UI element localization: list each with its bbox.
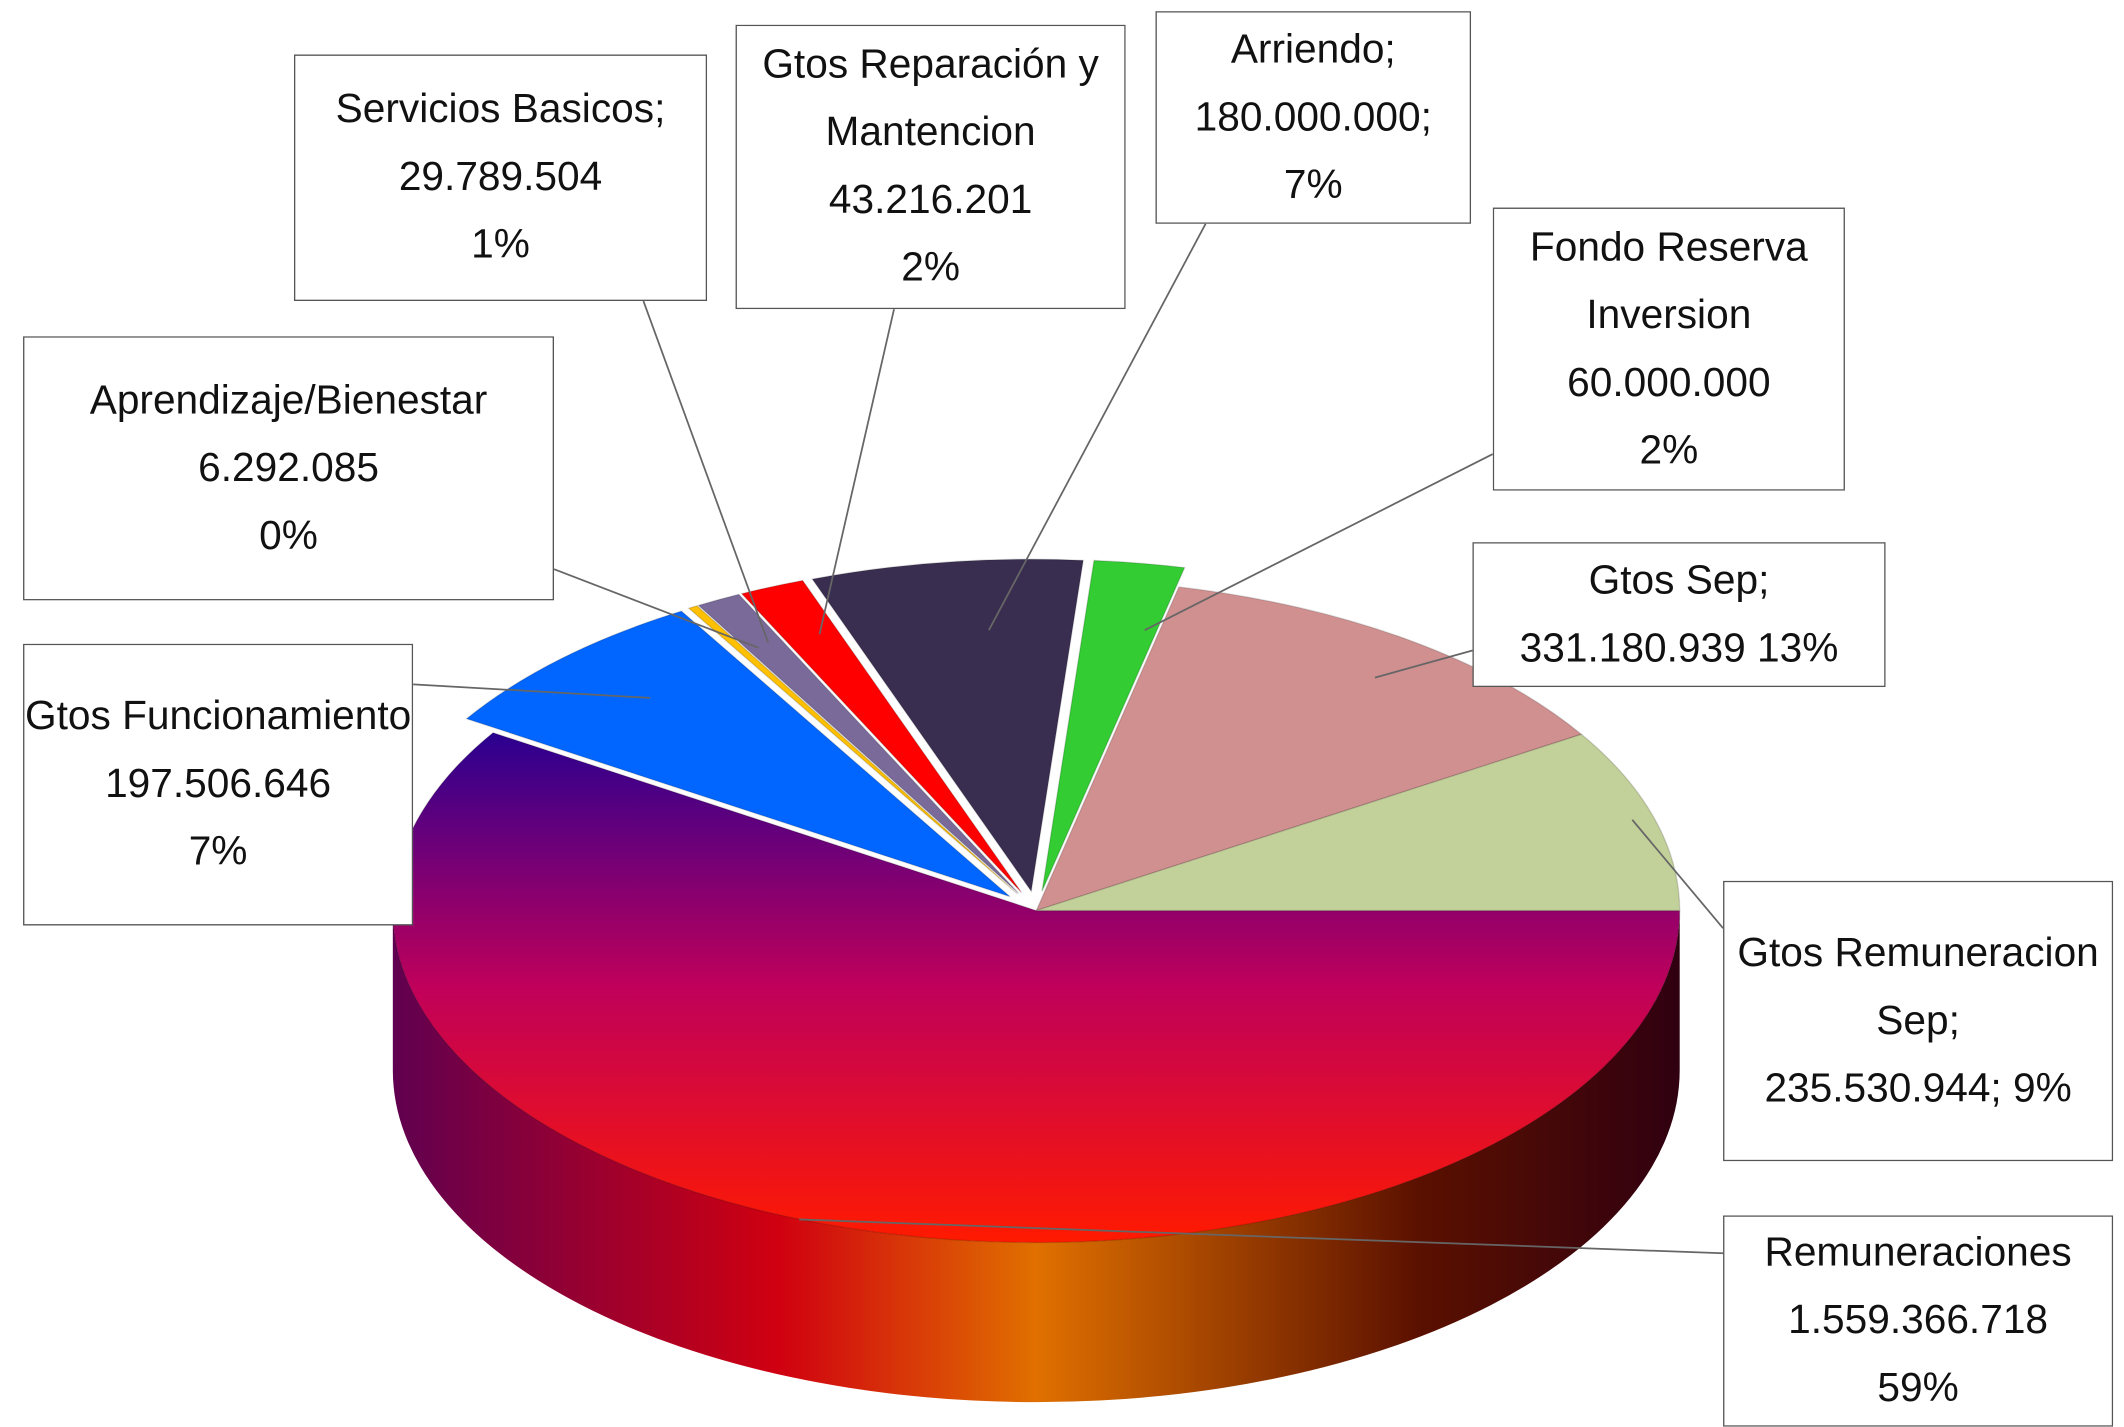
- leader-line: [799, 1218, 1724, 1255]
- category-label: Gtos Funcionamiento: [24, 693, 412, 739]
- leader-line: [1144, 453, 1494, 631]
- leader-line: [1631, 819, 1724, 929]
- value-label: 29.789.504: [398, 154, 603, 200]
- category-label: Gtos Remuneracion Sep;: [1737, 930, 2099, 1043]
- data-label: Servicios Basicos; 29.789.504 1%: [293, 54, 708, 302]
- value-label: 6.292.085: [198, 445, 379, 490]
- category-label: Aprendizaje/Bienestar: [89, 377, 488, 423]
- leader-line: [642, 300, 769, 643]
- slice: [697, 593, 1020, 894]
- leader-line: [988, 223, 1207, 631]
- category-label: Servicios Basicos;: [335, 87, 666, 132]
- percent-label: 9%: [2013, 1065, 2072, 1111]
- slice-tops: [392, 558, 1681, 1244]
- value-label: 43.216.201: [828, 177, 1033, 223]
- label-box: Gtos Sep; 331.180.939 13%: [1472, 542, 1886, 688]
- slice: [740, 579, 1023, 894]
- data-label: Gtos Funcionamiento 197.506.646 7%: [23, 643, 414, 926]
- slice: [1041, 559, 1186, 892]
- label-box: Servicios Basicos; 29.789.504 1%: [293, 54, 708, 302]
- percent-label: 7%: [1283, 162, 1343, 207]
- slice-side: [392, 910, 1680, 1403]
- slice-walls: [392, 910, 1680, 1403]
- percent-label: 13%: [1756, 625, 1839, 671]
- label-box: Gtos Funcionamiento 197.506.646 7%: [23, 643, 414, 926]
- percent-label: 2%: [901, 245, 960, 291]
- value-row: 235.530.944; 9%: [1724, 1055, 2111, 1123]
- label-box: Gtos Remuneracion Sep; 235.530.944; 9%: [1723, 880, 2114, 1162]
- category-label: Gtos Reparación y Mantencion: [762, 42, 1099, 155]
- category-label: Arriendo;: [1230, 26, 1396, 72]
- percent-label: 1%: [471, 222, 530, 268]
- value-label: 197.506.646: [105, 761, 332, 807]
- leader-line: [818, 308, 895, 635]
- data-label: Gtos Sep; 331.180.939 13%: [1472, 542, 1886, 688]
- label-box: Aprendizaje/Bienestar 6.292.085 0%: [23, 336, 555, 601]
- data-label: Arriendo; 180.000.000; 7%: [1155, 11, 1472, 224]
- label-box: Remuneraciones 1.559.366.718 59%: [1723, 1215, 2114, 1427]
- category-label: Gtos Sep;: [1588, 557, 1770, 603]
- leader-lines: [413, 223, 1724, 1255]
- labels: Remuneraciones 1.559.366.718 59% Gtos Funci…: [23, 11, 2114, 1427]
- label-box: Arriendo; 180.000.000; 7%: [1155, 11, 1472, 224]
- label-box: Fondo Reserva Inversion 60.000.000 2%: [1492, 207, 1845, 491]
- value-label: 235.530.944;: [1764, 1065, 2002, 1111]
- slice: [1036, 733, 1681, 912]
- percent-label: 2%: [1639, 427, 1699, 473]
- category-label: Fondo Reserva Inversion: [1529, 224, 1808, 337]
- label-box: Gtos Reparación y Mantencion 43.216.201 2%: [735, 24, 1126, 310]
- data-label: Aprendizaje/Bienestar 6.292.085 0%: [23, 336, 555, 601]
- data-label: Remuneraciones 1.559.366.718 59%: [1723, 1215, 2114, 1427]
- percent-label: 0%: [259, 513, 318, 558]
- value-label: 180.000.000;: [1194, 94, 1432, 140]
- category-label: Remuneraciones: [1764, 1230, 2072, 1275]
- leader-line: [553, 568, 759, 649]
- slice: [465, 610, 1011, 898]
- value-label: 1.559.366.718: [1788, 1298, 2049, 1343]
- data-label: Gtos Remuneracion Sep; 235.530.944; 9%: [1723, 880, 2114, 1162]
- percent-label: 7%: [188, 829, 248, 875]
- value-label: 331.180.939: [1519, 625, 1746, 671]
- slice: [687, 605, 1018, 895]
- percent-label: 59%: [1877, 1365, 1959, 1411]
- slice: [1035, 586, 1583, 912]
- leader-line: [1374, 649, 1473, 679]
- value-row: 331.180.939 13%: [1474, 615, 1884, 683]
- slice: [811, 558, 1084, 893]
- leader-line: [413, 683, 651, 699]
- data-label: Fondo Reserva Inversion 60.000.000 2%: [1492, 207, 1845, 491]
- data-label: Gtos Reparación y Mantencion 43.216.201 2%: [735, 24, 1126, 310]
- value-label: 60.000.000: [1567, 359, 1771, 405]
